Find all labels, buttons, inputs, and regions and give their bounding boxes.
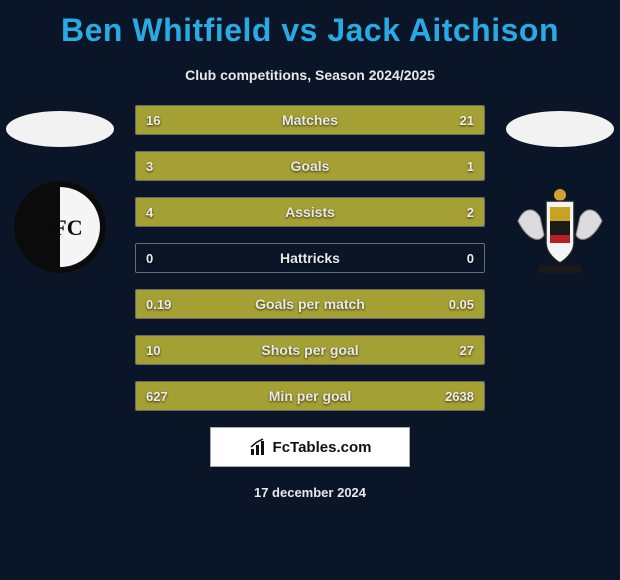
branding-text: FcTables.com — [273, 439, 372, 456]
player-left-photo-placeholder — [6, 111, 114, 147]
stat-value-left: 10 — [146, 343, 160, 358]
stat-value-right: 2638 — [445, 389, 474, 404]
stat-label: Min per goal — [269, 388, 351, 404]
stat-label: Goals — [291, 158, 330, 174]
stat-row: 627 2638 Min per goal — [135, 381, 485, 411]
stat-value-left: 0 — [146, 251, 153, 266]
subtitle: Club competitions, Season 2024/2025 — [0, 67, 620, 83]
club-left-badge: AFC — [10, 177, 110, 277]
stat-label: Matches — [282, 112, 338, 128]
stat-value-left: 4 — [146, 205, 153, 220]
chart-icon — [249, 437, 269, 457]
stat-label: Hattricks — [280, 250, 340, 266]
stat-row: 3 1 Goals — [135, 151, 485, 181]
branding-box: FcTables.com — [210, 427, 410, 467]
player-right-column — [500, 105, 620, 277]
stat-value-right: 27 — [460, 343, 474, 358]
stat-value-left: 3 — [146, 159, 153, 174]
date-text: 17 december 2024 — [0, 485, 620, 500]
stat-value-right: 2 — [467, 205, 474, 220]
stat-label: Assists — [285, 204, 335, 220]
stat-value-left: 627 — [146, 389, 168, 404]
player-left-column: AFC — [0, 105, 120, 277]
stat-value-right: 1 — [467, 159, 474, 174]
stat-row: 0.19 0.05 Goals per match — [135, 289, 485, 319]
stat-row: 10 27 Shots per goal — [135, 335, 485, 365]
stat-value-right: 0.05 — [449, 297, 474, 312]
player-right-photo-placeholder — [506, 111, 614, 147]
svg-text:AFC: AFC — [37, 215, 82, 240]
page-title: Ben Whitfield vs Jack Aitchison — [0, 0, 620, 49]
comparison-panel: AFC 16 21 Matches 3 1 Goals 4 2 Assists 0 0 Hattric… — [0, 105, 620, 411]
stat-value-left: 0.19 — [146, 297, 171, 312]
stat-value-left: 16 — [146, 113, 160, 128]
bar-fill-left — [136, 152, 397, 180]
stat-row: 16 21 Matches — [135, 105, 485, 135]
stat-row: 0 0 Hattricks — [135, 243, 485, 273]
club-right-badge — [510, 177, 610, 277]
stat-label: Goals per match — [255, 296, 365, 312]
stat-row: 4 2 Assists — [135, 197, 485, 227]
stat-value-right: 0 — [467, 251, 474, 266]
stat-bars: 16 21 Matches 3 1 Goals 4 2 Assists 0 0 Hattricks 0.… — [135, 105, 485, 411]
stat-label: Shots per goal — [261, 342, 358, 358]
stat-value-right: 21 — [460, 113, 474, 128]
